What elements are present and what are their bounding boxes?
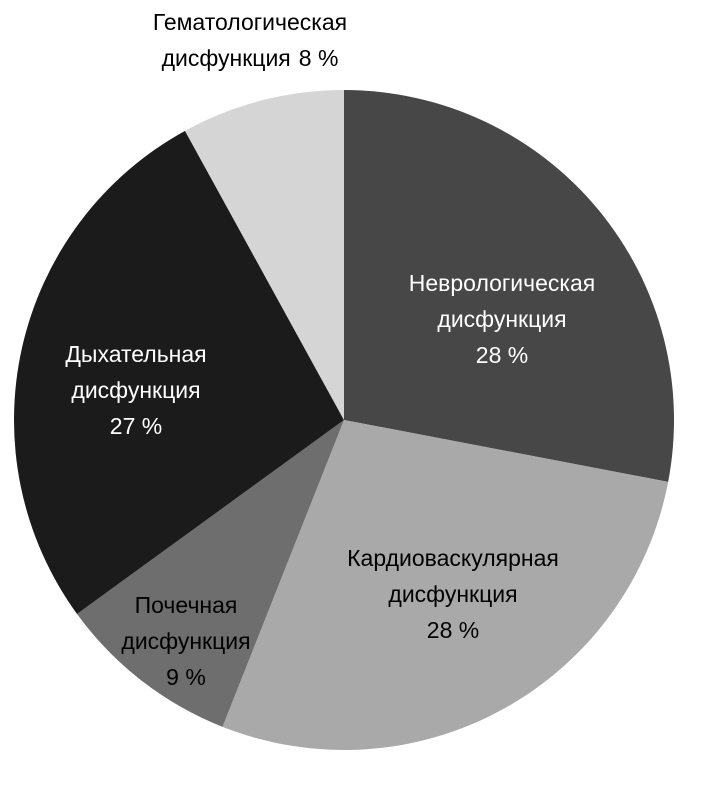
label-line: Кардиоваскулярная bbox=[347, 545, 559, 571]
pie-slice bbox=[222, 420, 669, 750]
pie-slice bbox=[185, 90, 344, 420]
label-line: дисфункция bbox=[162, 45, 291, 71]
slice-label: Почечная дисфункция bbox=[121, 592, 250, 654]
value-label: 28 % bbox=[427, 617, 479, 643]
label-line: дисфункция bbox=[71, 377, 200, 403]
value-label: 9 % bbox=[166, 664, 206, 690]
label-line: дисфункция bbox=[388, 581, 517, 607]
slice-label: Неврологическая дисфункция bbox=[409, 270, 596, 332]
slice-label: Дыхательная дисфункция bbox=[65, 341, 206, 403]
value-label: 28 % bbox=[476, 342, 528, 368]
slice-label: Кардиоваскулярная дисфункция bbox=[347, 545, 559, 607]
value-label: 27 % bbox=[110, 413, 162, 439]
label-line: Неврологическая bbox=[409, 270, 596, 296]
label-line: дисфункция bbox=[437, 306, 566, 332]
value-label: 8 % bbox=[299, 45, 339, 71]
label-line: дисфункция bbox=[121, 628, 250, 654]
label-line: Почечная bbox=[135, 592, 238, 618]
pie-slice bbox=[77, 420, 345, 727]
slice-label: Гематологическая дисфункция bbox=[153, 9, 347, 71]
pie-slice bbox=[344, 90, 674, 482]
label-line: Гематологическая bbox=[153, 9, 347, 35]
label-line: Дыхательная bbox=[65, 341, 206, 367]
pie-slice bbox=[14, 130, 345, 614]
